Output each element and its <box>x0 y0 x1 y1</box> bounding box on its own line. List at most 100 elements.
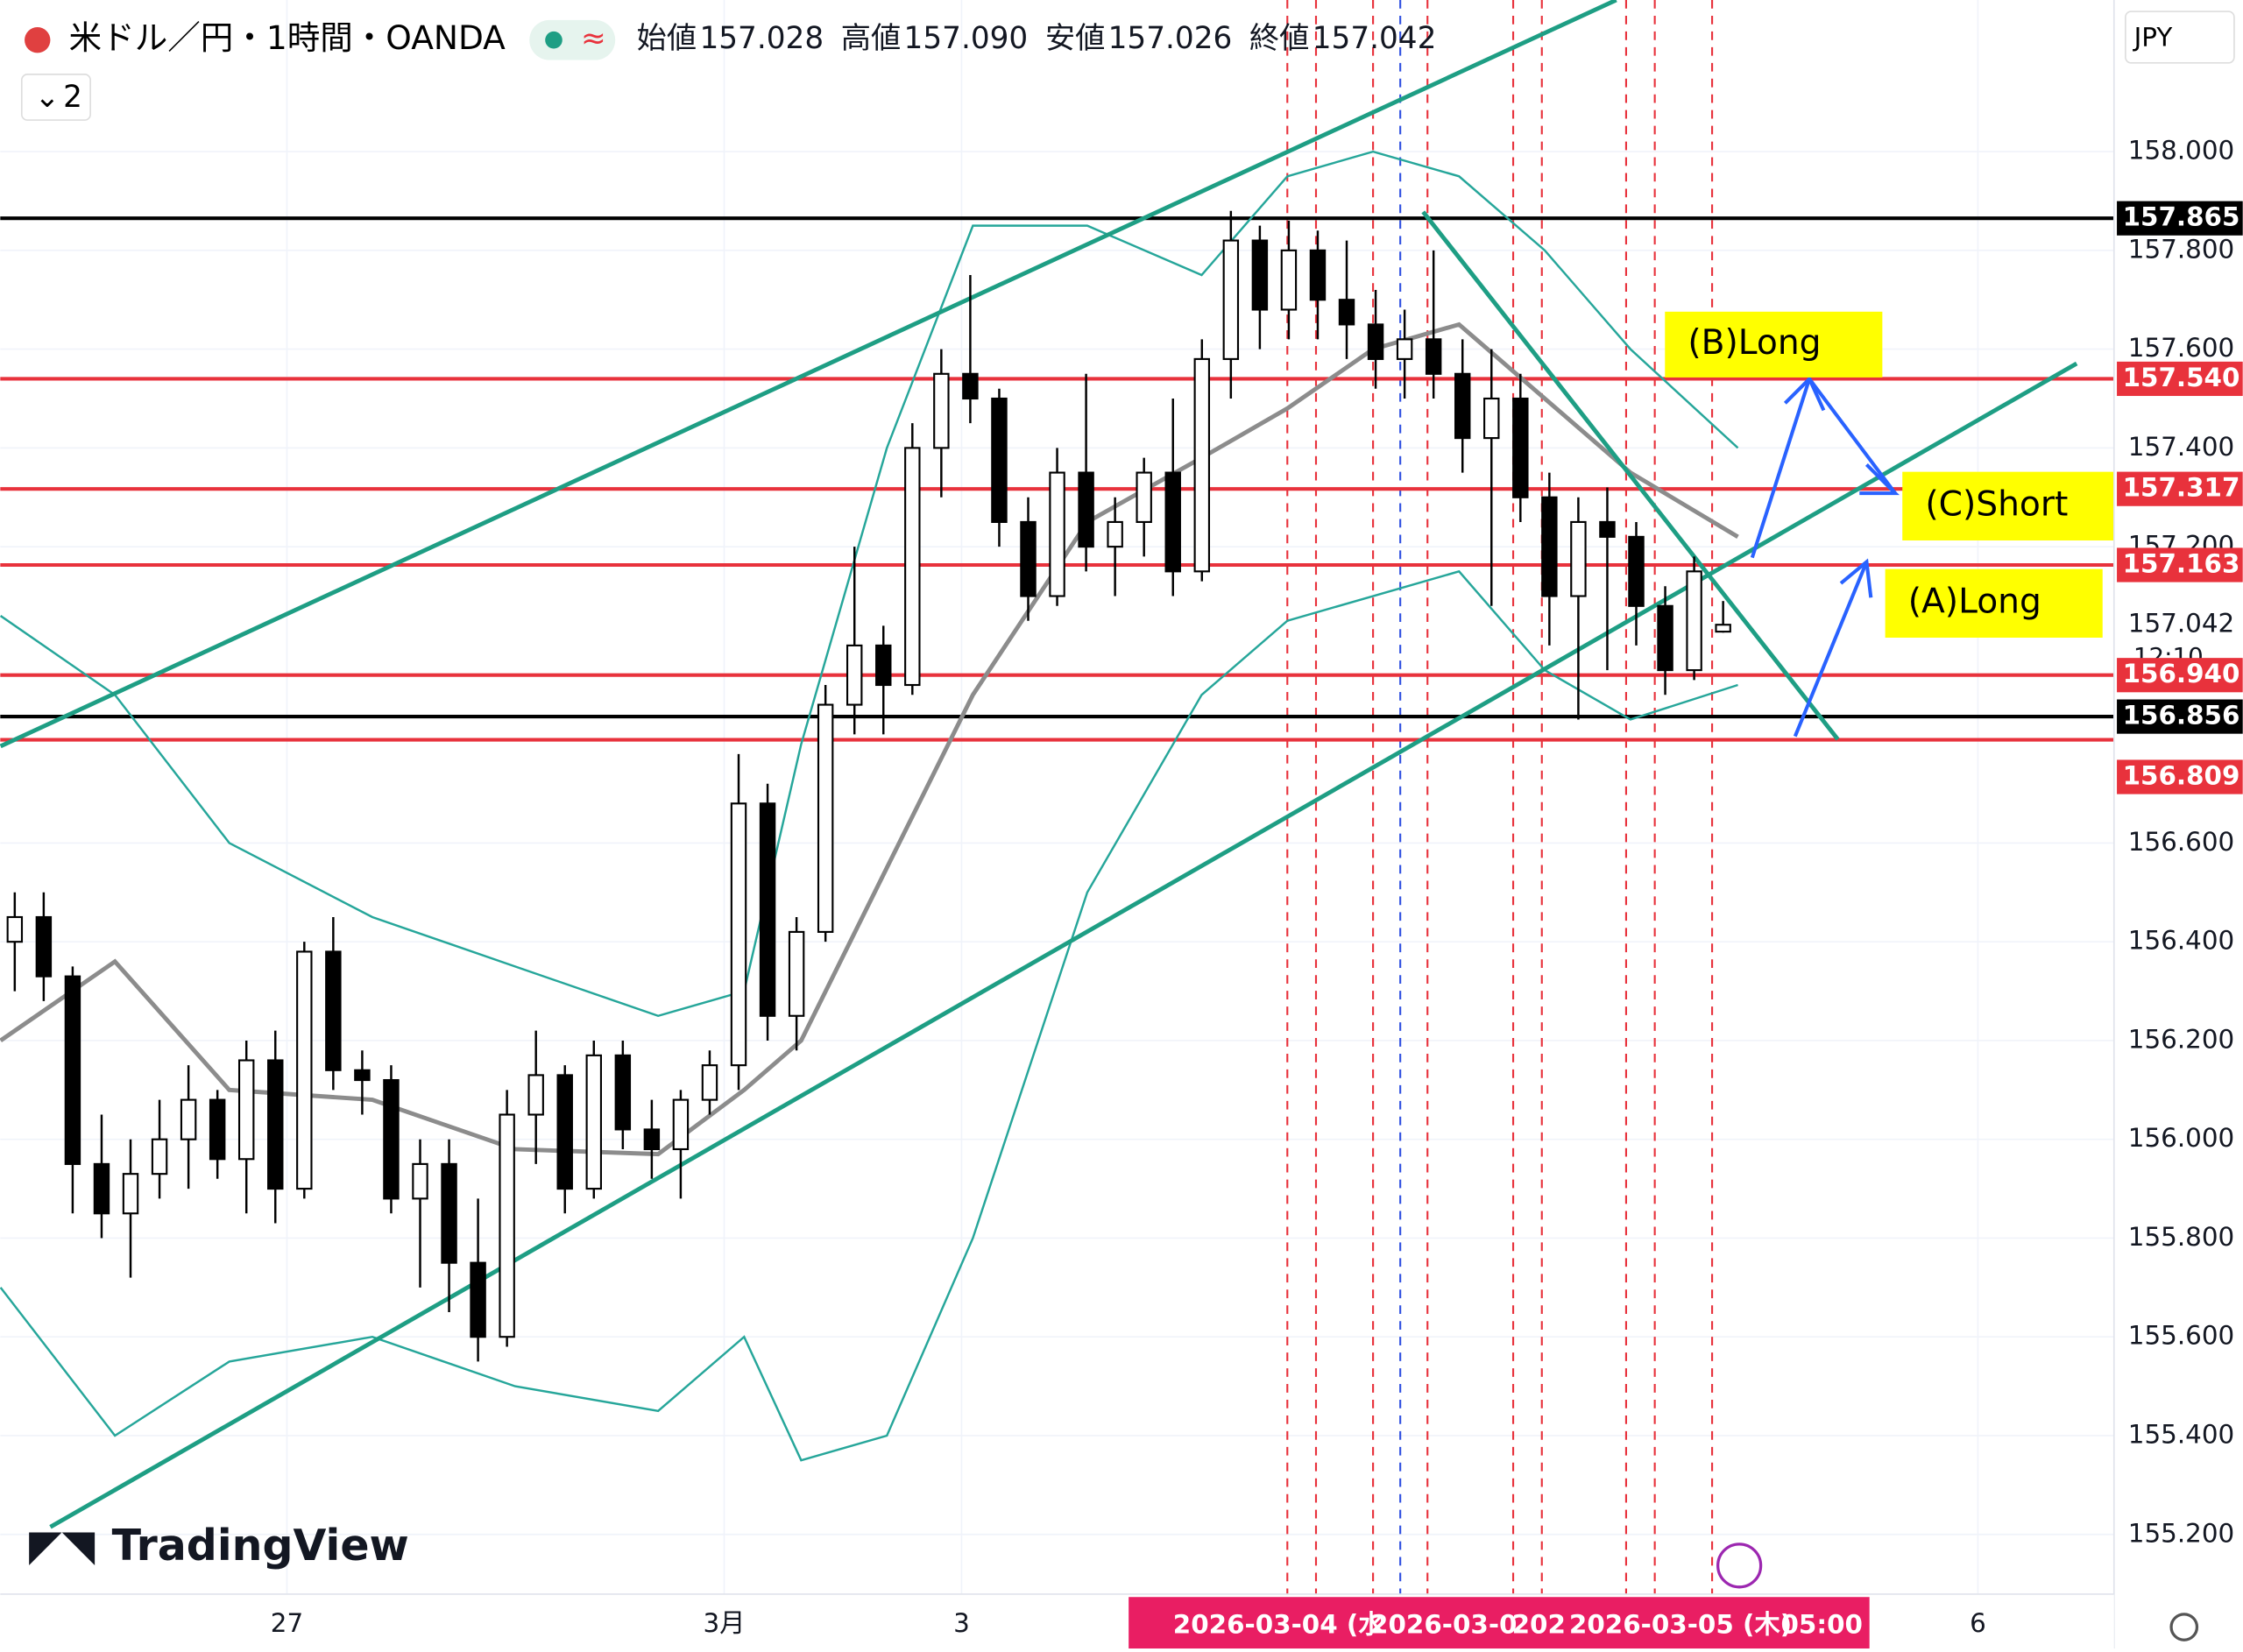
candle-body <box>875 644 892 687</box>
plot <box>0 0 2114 1594</box>
candle-body <box>1338 299 1355 326</box>
candle-body <box>585 1054 603 1190</box>
indicator-line <box>0 569 1738 1462</box>
candle-body <box>35 915 53 978</box>
arrowhead <box>1839 558 1873 598</box>
level-label: 157.317 <box>2123 473 2240 503</box>
annotation: (A)Long <box>1908 582 2041 621</box>
arrowhead <box>1783 376 1826 412</box>
candle-body <box>1309 249 1327 301</box>
x-tick-label: 3 <box>953 1608 970 1638</box>
candle-body <box>1280 249 1298 311</box>
y-tick-label: 155.200 <box>2128 1518 2234 1548</box>
candle-body <box>1020 520 1037 597</box>
candle-body <box>441 1162 457 1264</box>
candle-body <box>1193 357 1211 573</box>
candle-body <box>991 397 1008 524</box>
candle-body <box>1512 397 1529 498</box>
candle-body <box>1107 520 1123 548</box>
crosshair-label: 2026-03-05 (木) <box>1569 1609 1792 1639</box>
candle-body <box>1049 471 1065 597</box>
candle-body <box>1599 520 1616 538</box>
level-label-box <box>2117 699 2243 734</box>
candle-body <box>6 915 24 943</box>
crosshair-label-box <box>1129 1597 1870 1648</box>
level-label: 156.940 <box>2123 659 2240 688</box>
y-tick-label: 155.600 <box>2128 1321 2234 1351</box>
candle-body <box>180 1098 197 1140</box>
ohlc-label: 始値 <box>637 21 697 56</box>
candle-body <box>643 1128 661 1151</box>
candle-body <box>730 802 747 1067</box>
price-axis <box>2113 0 2243 1648</box>
candle-body <box>1222 239 1240 360</box>
x-tick-label: 27 <box>271 1608 303 1638</box>
last-price: 157.042 <box>2128 609 2234 639</box>
ohlc-label: 安値 <box>1045 21 1106 56</box>
x-tick-label: 3月 <box>703 1608 745 1638</box>
settings-icon[interactable] <box>2169 1613 2199 1641</box>
status-icon: ≈ <box>581 21 606 56</box>
trendline <box>0 0 1617 749</box>
level-label-box <box>2117 759 2243 794</box>
ohlc-value: 157.028 <box>699 21 824 56</box>
level-label-box <box>2117 201 2243 236</box>
currency: JPY <box>2133 23 2173 53</box>
annotation-box <box>1665 311 1883 378</box>
candle-body <box>1251 239 1269 311</box>
ohlc-value: 157.090 <box>904 21 1029 56</box>
candle-body <box>1570 520 1587 597</box>
y-tick-label: 156.600 <box>2128 827 2234 857</box>
candle-body <box>1164 471 1181 573</box>
annotation-arrows <box>1750 375 1900 738</box>
currency-select[interactable] <box>2125 11 2235 64</box>
ohlc: 始値 157.028 高値 157.090 安値 157.026 終値 157.042 <box>637 21 1437 56</box>
candle-body <box>556 1074 573 1190</box>
indicator-toggle[interactable] <box>20 74 91 121</box>
y-tick-label: 157.800 <box>2128 234 2234 264</box>
level-label-box <box>2117 361 2243 397</box>
ohlc-label: 高値 <box>841 21 902 56</box>
y-tick-label: 158.000 <box>2128 136 2234 166</box>
level-label-box <box>2117 658 2243 693</box>
annotation-box <box>1885 568 2103 638</box>
candle-body <box>1483 397 1500 440</box>
candle-body <box>151 1138 168 1175</box>
candle-body <box>354 1069 371 1082</box>
brand-logo: ◤◥ <box>29 1521 96 1571</box>
candle-body <box>846 644 863 706</box>
y-tick-label: 156.000 <box>2128 1123 2234 1153</box>
level-label: 157.865 <box>2123 202 2240 232</box>
candle-body <box>1078 471 1094 548</box>
candle-body <box>1628 535 1645 607</box>
y-tick-label: 155.400 <box>2128 1419 2234 1449</box>
candle-body <box>614 1054 632 1131</box>
candle-body <box>1425 338 1442 375</box>
crosshair-label: 202 <box>1512 1609 1566 1639</box>
x-tick-label: 6 <box>1970 1608 1986 1638</box>
alert-icon[interactable] <box>1716 1543 1763 1589</box>
candle-body <box>64 975 81 1165</box>
candle-body <box>1686 570 1702 672</box>
header: 米ドル／円・1時間・OANDA ≈ 始値 157.028 高値 157.090 安値 15… <box>20 11 2235 1641</box>
candle-body <box>672 1098 690 1151</box>
candle-body <box>904 447 921 687</box>
trendline <box>49 361 2078 1529</box>
candle-body <box>1136 471 1152 524</box>
arrow-a <box>1793 561 1869 738</box>
candle-body <box>933 372 950 449</box>
indicator-count: 2 <box>63 80 82 115</box>
y-tick-label: 157.600 <box>2128 333 2234 363</box>
level-label: 156.856 <box>2123 701 2240 731</box>
candle-body <box>499 1113 515 1338</box>
level-label: 157.540 <box>2123 363 2240 392</box>
candle-body <box>1541 496 1558 597</box>
chevron: ⌄ <box>34 80 60 115</box>
candle-body <box>267 1059 284 1190</box>
status-pill <box>529 19 616 60</box>
candle-body <box>817 703 834 933</box>
status-dot <box>545 31 563 49</box>
candle-body <box>701 1064 718 1101</box>
